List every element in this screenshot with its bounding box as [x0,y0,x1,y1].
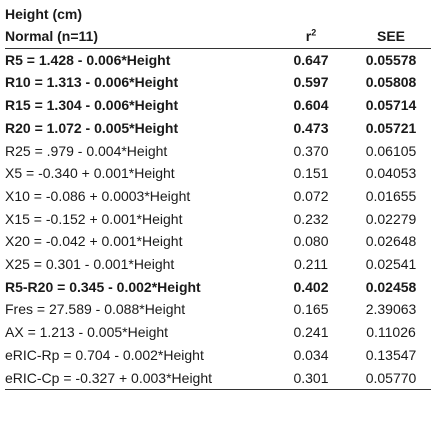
see-cell: 0.05578 [365,51,417,68]
r2-cell: 0.473 [293,119,329,136]
table-row: R5-R20 = 0.345 - 0.002*Height 0.402 0.0245… [5,276,431,299]
see-cell: 0.02279 [365,210,417,227]
equation-cell: R25 = .979 - 0.004*Height [5,142,168,159]
equation-cell: X10 = -0.086 + 0.0003*Height [5,187,191,204]
r2-cell: 0.402 [293,278,329,295]
column-header-equation: Normal (n=11) [5,25,271,49]
column-header-row: Normal (n=11) r2 SEE [5,25,432,49]
equation-cell: R20 = 1.072 - 0.005*Height [5,119,179,136]
r2-cell: 0.647 [293,51,329,68]
r2-cell: 0.370 [293,142,329,159]
see-cell: 0.11026 [366,324,416,341]
equation-cell: eRIC-Rp = 0.704 - 0.002*Height [5,346,204,363]
see-cell: 0.05770 [351,366,432,391]
r2-superscript: 2 [311,27,317,38]
table-row: AX = 1.213 - 0.005*Height 0.241 0.11026 [5,321,431,344]
see-cell: 0.01655 [365,187,417,204]
table-row: X5 = -0.340 + 0.001*Height 0.151 0.04053 [5,162,431,185]
column-header-r2: r2 [271,25,351,49]
r2-cell: 0.604 [293,97,329,114]
table-row: X20 = -0.042 + 0.001*Height 0.080 0.02648 [5,230,431,253]
r2-base: r [305,28,312,44]
equation-cell: eRIC-Cp = -0.327 + 0.003*Height [5,366,271,391]
table-row: X25 = 0.301 - 0.001*Height 0.211 0.02541 [5,253,431,276]
equation-cell: AX = 1.213 - 0.005*Height [5,324,169,341]
see-cell: 0.02648 [365,233,417,250]
group-title: Height (cm) [5,6,82,22]
see-cell: 0.04053 [365,165,417,182]
table-row: R15 = 1.304 - 0.006*Height 0.604 0.05714 [5,94,431,117]
r2-cell: 0.232 [293,210,329,227]
see-cell: 0.02541 [365,256,417,273]
see-cell: 0.13547 [365,346,417,363]
table-row: Fres = 27.589 - 0.088*Height 0.165 2.39063 [5,298,431,321]
table-row: X10 = -0.086 + 0.0003*Height 0.072 0.01655 [5,185,431,208]
see-cell: 0.05714 [365,97,417,114]
see-cell: 2.39063 [365,301,417,318]
r2-cell: 0.151 [293,165,329,182]
r2-cell: 0.241 [293,324,329,341]
equation-cell: R10 = 1.313 - 0.006*Height [5,74,179,91]
equation-cell: X5 = -0.340 + 0.001*Height [5,165,175,182]
table-row: R5 = 1.428 - 0.006*Height 0.647 0.05578 [5,48,431,71]
table-row: R20 = 1.072 - 0.005*Height 0.473 0.05721 [5,117,431,140]
see-cell: 0.05721 [365,119,417,136]
r2-cell: 0.034 [293,346,329,363]
r2-cell: 0.301 [271,366,351,391]
equation-cell: R5-R20 = 0.345 - 0.002*Height [5,278,201,295]
see-cell: 0.06105 [365,142,417,159]
see-cell: 0.05808 [365,74,417,91]
r2-cell: 0.080 [293,233,329,250]
equation-cell: R5 = 1.428 - 0.006*Height [5,51,171,68]
r2-cell: 0.211 [294,256,328,273]
equation-cell: X15 = -0.152 + 0.001*Height [5,210,183,227]
table-row: eRIC-Rp = 0.704 - 0.002*Height 0.034 0.135… [5,344,431,367]
table-row: R10 = 1.313 - 0.006*Height 0.597 0.05808 [5,71,431,94]
r2-cell: 0.165 [293,301,329,318]
column-header-see: SEE [351,25,432,49]
r2-cell: 0.072 [293,187,329,204]
equation-cell: Fres = 27.589 - 0.088*Height [5,301,186,318]
table-row: eRIC-Cp = -0.327 + 0.003*Height 0.301 0.05… [5,366,432,391]
regression-table: Height (cm) Normal (n=11) r2 SEE R5 = 1.… [5,4,432,391]
group-header-row: Height (cm) [5,4,431,25]
table-row: R25 = .979 - 0.004*Height 0.370 0.06105 [5,140,431,163]
equation-cell: X20 = -0.042 + 0.001*Height [5,233,183,250]
see-cell: 0.02458 [365,278,417,295]
table-row: X15 = -0.152 + 0.001*Height 0.232 0.02279 [5,208,431,231]
equation-cell: R15 = 1.304 - 0.006*Height [5,97,179,114]
equation-cell: X25 = 0.301 - 0.001*Height [5,256,175,273]
r2-cell: 0.597 [293,74,329,91]
table-body: R5 = 1.428 - 0.006*Height 0.647 0.05578 R10… [5,48,432,391]
